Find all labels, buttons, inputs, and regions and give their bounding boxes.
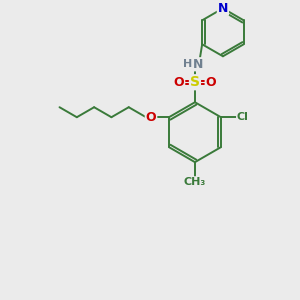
- Text: N: N: [218, 2, 228, 15]
- Text: O: O: [206, 76, 216, 89]
- Text: H: H: [183, 59, 193, 69]
- Text: Cl: Cl: [237, 112, 249, 122]
- Text: CH₃: CH₃: [184, 177, 206, 187]
- Text: O: O: [146, 111, 156, 124]
- Text: S: S: [190, 75, 200, 89]
- Text: N: N: [193, 58, 203, 71]
- Text: O: O: [174, 76, 184, 89]
